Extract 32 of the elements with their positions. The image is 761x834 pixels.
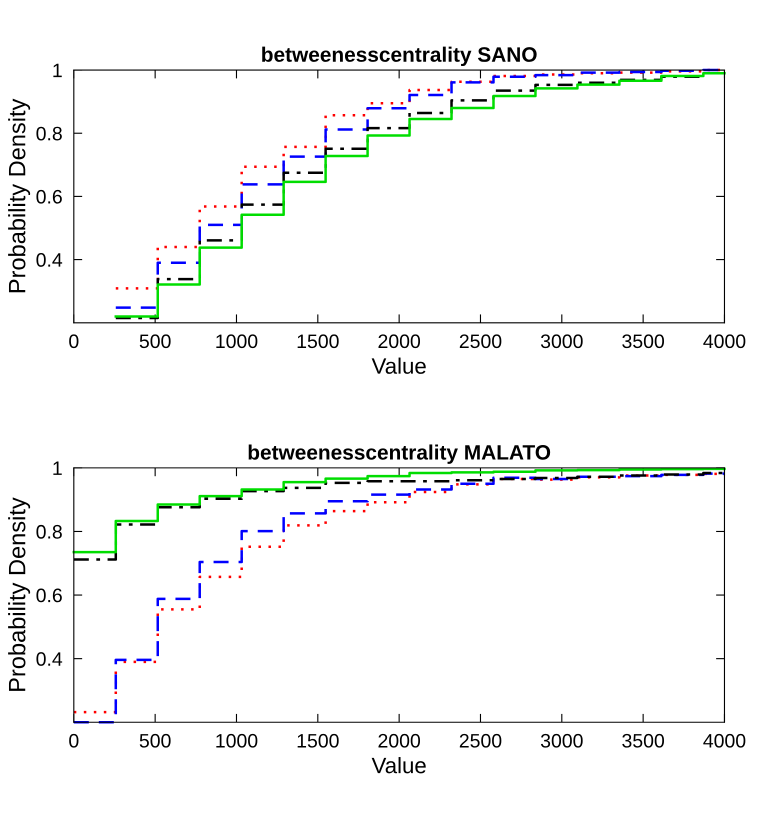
chart-title: betweenesscentrality SANO: [262, 46, 537, 66]
x-tick-label: 3000: [540, 334, 583, 348]
x-tick-label: 0: [69, 734, 78, 748]
y-axis-title: Probability Density: [8, 98, 30, 292]
y-tick-label: 1: [53, 64, 62, 78]
x-tick-label: 2000: [378, 334, 420, 348]
x-tick-label: 3500: [622, 734, 664, 748]
x-tick-label: 1500: [298, 334, 339, 348]
x-tick-label: 3500: [622, 334, 664, 348]
x-tick-label: 500: [140, 334, 171, 348]
x-tick-label: 2500: [460, 734, 502, 748]
y-tick-label: 0.6: [36, 190, 62, 204]
x-tick-label: 2000: [378, 734, 420, 748]
y-tick-label: 1: [53, 462, 62, 475]
x-tick-label: 2500: [460, 334, 502, 348]
y-tick-label: 0.8: [36, 524, 62, 539]
x-tick-label: 4000: [703, 334, 746, 348]
x-tick-label: 1000: [216, 334, 258, 348]
y-tick-label: 0.8: [36, 126, 62, 140]
x-tick-label: 3000: [540, 734, 583, 748]
y-axis-title: Probability Density: [8, 497, 30, 691]
chart-title: betweenesscentrality MALATO: [248, 444, 550, 464]
x-axis-title: Value: [372, 358, 426, 374]
x-tick-label: 1000: [216, 734, 258, 748]
x-tick-label: 500: [140, 734, 171, 748]
y-tick-label: 0.6: [36, 588, 62, 602]
x-tick-label: 0: [69, 334, 78, 348]
x-tick-label: 4000: [703, 734, 746, 748]
y-tick-label: 0.4: [36, 652, 62, 666]
y-tick-label: 0.4: [36, 253, 62, 267]
x-axis-title: Value: [372, 757, 426, 774]
x-tick-label: 1500: [298, 734, 339, 748]
